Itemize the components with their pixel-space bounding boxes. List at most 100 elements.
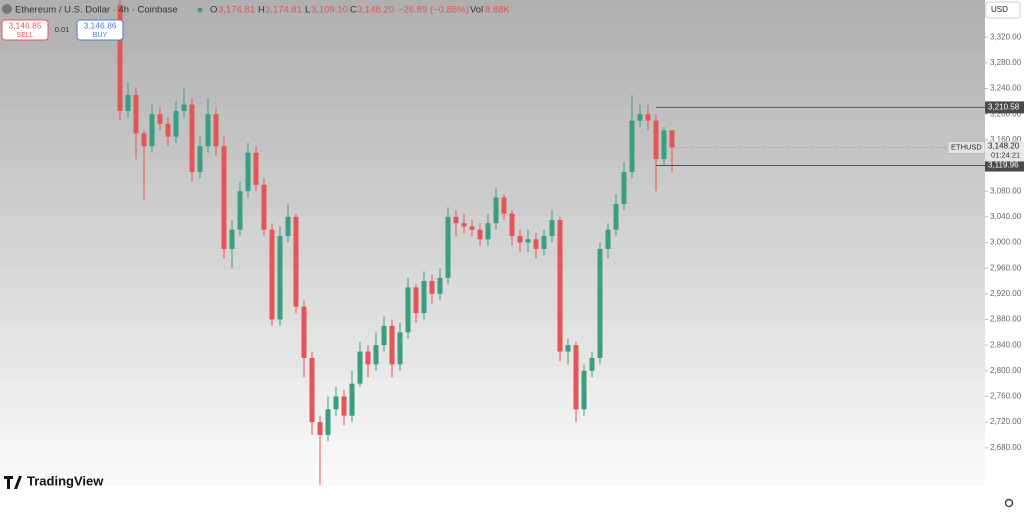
candle-body xyxy=(117,5,123,111)
candle-body xyxy=(421,280,427,314)
buy-button[interactable] xyxy=(76,19,124,41)
shade-band xyxy=(0,378,985,432)
y-tick-label: 2,880.00 xyxy=(990,315,1022,324)
candle-body xyxy=(477,229,483,240)
candle-body xyxy=(637,114,643,121)
sell-button[interactable] xyxy=(1,19,49,41)
candle-body xyxy=(333,396,339,410)
candle-body xyxy=(429,280,435,294)
candle-body xyxy=(669,130,675,148)
candle-body xyxy=(245,152,251,192)
candle-body xyxy=(517,236,523,243)
candle-body xyxy=(157,114,163,124)
buy-price: 3,146.86 xyxy=(83,20,116,30)
shade-band xyxy=(0,324,985,378)
y-tick-label: 3,320.00 xyxy=(990,32,1022,41)
candle-body xyxy=(125,94,131,111)
plot-background xyxy=(0,0,985,490)
candle-body xyxy=(509,213,515,237)
shade-band xyxy=(0,432,985,486)
candle-body xyxy=(181,104,187,111)
vol-value: 8.88K xyxy=(485,5,510,16)
bands xyxy=(0,0,985,486)
candle-body xyxy=(405,287,411,333)
candle-body xyxy=(173,110,179,137)
o-value: 3,174.81 xyxy=(218,5,255,16)
candle-body xyxy=(589,357,595,371)
sell-price: 3,146.85 xyxy=(8,20,41,30)
candle-body xyxy=(445,216,451,278)
y-tick-label: 3,040.00 xyxy=(990,212,1022,221)
candle-body xyxy=(597,248,603,358)
y-tick-label: 2,800.00 xyxy=(990,366,1022,375)
o-label: O xyxy=(210,5,217,16)
brand-logo xyxy=(4,476,22,489)
h-value: 3,174.81 xyxy=(265,5,302,16)
candle-body xyxy=(261,184,267,230)
y-tick-label: 2,760.00 xyxy=(990,392,1022,401)
spread: 0.01 xyxy=(55,25,70,34)
y-tick-label: 3,280.00 xyxy=(990,58,1022,67)
price-line-tag xyxy=(985,101,1024,114)
candle-body xyxy=(653,120,659,160)
candle-body xyxy=(293,216,299,307)
candle-body xyxy=(317,422,323,435)
candle-body xyxy=(381,325,387,346)
last-price-tag xyxy=(985,141,1024,162)
candle-body xyxy=(613,204,619,230)
price-line-tag xyxy=(985,159,1024,172)
currency-box[interactable] xyxy=(985,1,1021,19)
candle-body xyxy=(221,146,227,249)
c-value: 3,148.20 xyxy=(357,5,394,16)
candle-body xyxy=(165,123,171,137)
candle-body xyxy=(253,152,259,185)
candle-body xyxy=(141,133,147,147)
candle-body xyxy=(237,191,243,230)
candle-body xyxy=(389,325,395,365)
candle-body xyxy=(229,229,235,249)
plot xyxy=(117,0,985,485)
symbol-icon xyxy=(2,4,12,14)
y-tick-label: 3,000.00 xyxy=(990,238,1022,247)
candle-body xyxy=(365,351,371,365)
l-label: L xyxy=(305,5,310,16)
candle-body xyxy=(133,94,139,134)
candle-body xyxy=(461,223,467,227)
candle-body xyxy=(341,396,347,416)
candle-body xyxy=(661,130,667,160)
price-line-label: 3,119.96 xyxy=(988,161,1019,170)
candle-body xyxy=(557,220,563,352)
l-value: 3,109.10 xyxy=(311,5,348,16)
buy-label: BUY xyxy=(93,32,108,39)
y-tick-label: 2,720.00 xyxy=(990,417,1022,426)
shade-band xyxy=(0,270,985,324)
candle-body xyxy=(573,345,579,410)
candle-body xyxy=(549,220,555,237)
y-tick-label: 3,200.00 xyxy=(990,109,1022,118)
candle-body xyxy=(541,236,547,249)
candle-body xyxy=(205,114,211,147)
candle-body xyxy=(285,216,291,237)
candle-body xyxy=(437,277,443,294)
price-line-label: 3,210.58 xyxy=(988,103,1020,112)
last-price-label: 3,148.20 xyxy=(988,142,1020,151)
candle-body xyxy=(301,306,307,358)
candle-body xyxy=(645,114,651,121)
h-label: H xyxy=(258,5,265,16)
candle-body xyxy=(269,229,275,320)
axis-background xyxy=(985,0,1024,490)
candle-body xyxy=(213,114,219,147)
settings-icon[interactable] xyxy=(1004,498,1014,508)
candle-body xyxy=(493,197,499,224)
candle-body xyxy=(629,120,635,172)
candle-body xyxy=(533,239,539,249)
countdown: 01:24:21 xyxy=(991,150,1020,159)
status-dot xyxy=(197,7,203,13)
candle-body xyxy=(621,171,627,205)
candle-body xyxy=(189,104,195,172)
candle-body xyxy=(277,236,283,320)
change: −26.89 (−0.85%) xyxy=(398,5,469,16)
shade-band xyxy=(0,108,985,162)
shade-band xyxy=(0,216,985,270)
